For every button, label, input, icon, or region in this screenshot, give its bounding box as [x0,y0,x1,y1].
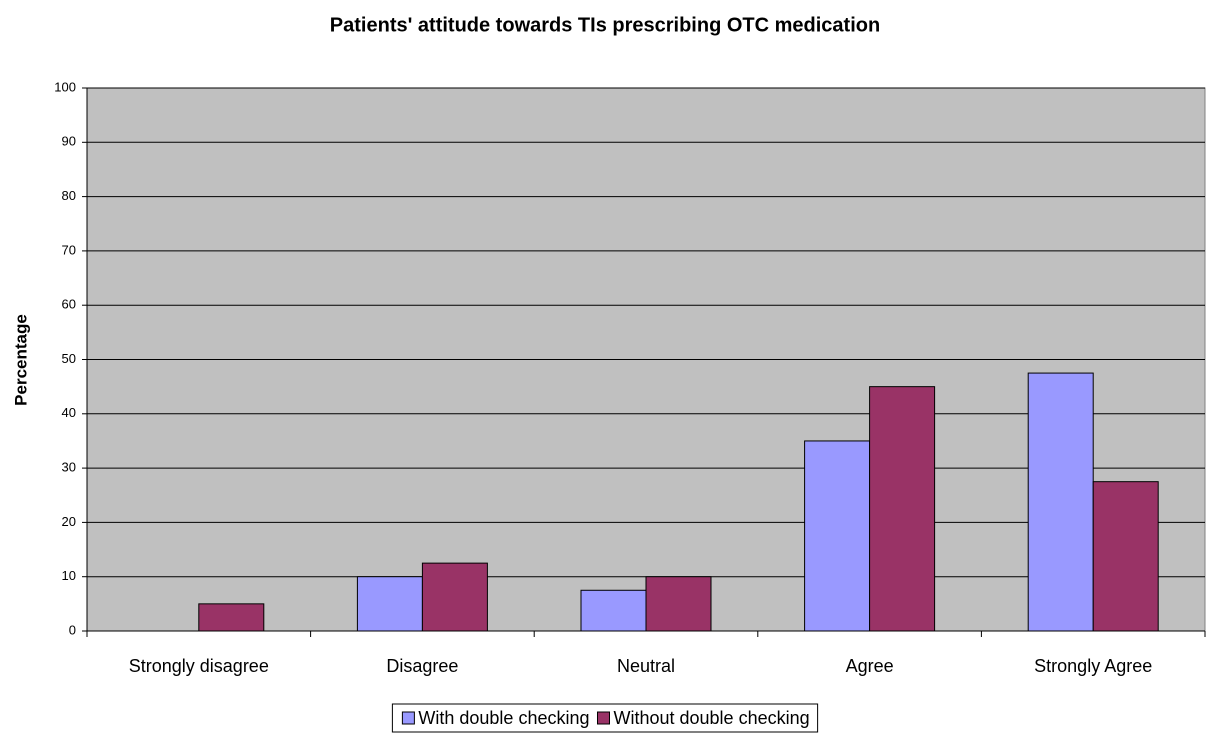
y-tick-label: 10 [62,568,76,583]
y-tick-label: 90 [62,134,76,149]
chart-title: Patients' attitude towards TIs prescribi… [330,14,880,36]
y-tick-label: 40 [62,405,76,420]
y-tick-label: 100 [54,79,76,94]
bar [645,576,712,632]
legend-swatch [596,711,610,725]
y-tick-label: 20 [62,514,76,529]
legend-swatch [401,711,415,725]
y-tick-label: 70 [62,242,76,257]
y-tick-label: 80 [62,188,76,203]
bar [421,562,488,632]
y-tick-label: 0 [69,622,76,637]
x-tick-label: Strongly disagree [129,656,269,676]
y-axis-label: Percentage [11,314,30,406]
legend-label: Without double checking [613,708,809,728]
bar [356,576,423,632]
bar [1092,481,1159,632]
legend: With double checking Without double check… [391,703,819,733]
legend-label: With double checking [418,708,589,728]
bar [198,603,265,632]
y-tick-label: 50 [62,351,76,366]
bar [1027,372,1094,632]
y-tick-label: 60 [62,297,76,312]
bar [580,589,647,632]
y-tick-label: 30 [62,460,76,475]
bar [804,440,871,632]
bar [869,386,936,632]
x-tick-label: Agree [846,656,894,676]
x-tick-label: Neutral [617,656,675,676]
x-tick-label: Strongly Agree [1034,656,1152,676]
x-tick-label: Disagree [386,656,458,676]
